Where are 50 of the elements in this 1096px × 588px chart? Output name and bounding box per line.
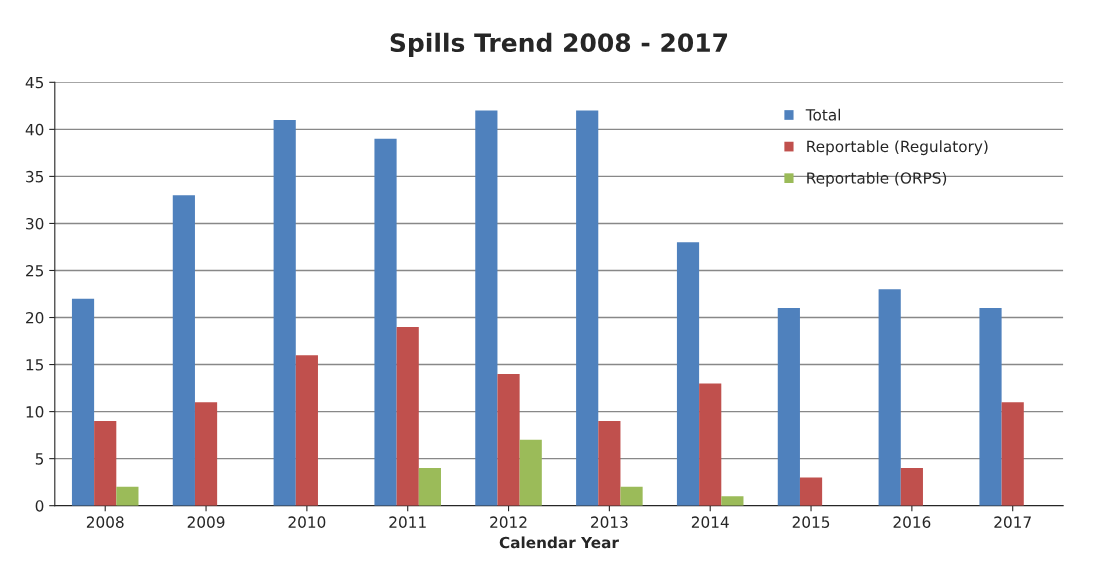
- bar: [900, 468, 923, 506]
- bar: [295, 355, 318, 506]
- bar: [598, 421, 621, 506]
- x-tick-label: 2016: [893, 516, 931, 528]
- legend-label: Total: [805, 108, 841, 121]
- bar: [94, 421, 117, 506]
- bar: [172, 195, 195, 506]
- x-tick-label: 2012: [490, 516, 527, 528]
- x-tick-label: 2013: [591, 516, 628, 528]
- legend-label: Reportable (Regulatory): [807, 140, 988, 156]
- y-tick-label: 10: [26, 406, 44, 418]
- y-tick-label: 25: [26, 264, 44, 277]
- bar: [799, 477, 823, 506]
- x-tick-label: 2011: [389, 516, 426, 528]
- bar: [396, 326, 419, 506]
- bar: [418, 468, 441, 506]
- legend-label: Reportable (ORPS): [807, 171, 947, 187]
- x-axis-title: Calendar Year: [499, 536, 619, 549]
- x-tick-label: 2014: [691, 516, 729, 528]
- bar: [519, 439, 542, 506]
- x-tick-label: 2015: [792, 516, 830, 528]
- bar: [620, 486, 643, 506]
- bar: [116, 486, 139, 506]
- bar: [1001, 402, 1024, 506]
- y-tick-label: 15: [26, 359, 44, 371]
- x-tick-label: 2010: [288, 516, 326, 528]
- y-tick-label: 20: [26, 311, 44, 324]
- bar: [676, 242, 700, 506]
- bar: [878, 289, 901, 506]
- y-tick-label: 30: [26, 217, 44, 230]
- bar: [273, 119, 296, 506]
- y-tick-label: 0: [35, 500, 44, 512]
- y-tick-label: 5: [35, 453, 44, 465]
- y-tick-label: 35: [26, 170, 44, 183]
- y-tick-label: 45: [25, 76, 44, 89]
- bar: [497, 373, 520, 506]
- bar: [374, 138, 397, 506]
- bar: [475, 110, 498, 506]
- x-tick-label: 2009: [187, 516, 225, 528]
- x-tick-label: 2008: [86, 516, 124, 528]
- bar: [721, 496, 744, 506]
- bar: [71, 298, 95, 506]
- x-tick-label: 2017: [994, 516, 1031, 528]
- bar: [576, 110, 599, 506]
- bar: [979, 308, 1002, 506]
- bar: [194, 402, 218, 506]
- bar: [777, 308, 800, 506]
- bar: [699, 383, 722, 506]
- y-tick-label: 40: [25, 123, 44, 136]
- chart-title: Spills Trend 2008 - 2017: [390, 32, 728, 57]
